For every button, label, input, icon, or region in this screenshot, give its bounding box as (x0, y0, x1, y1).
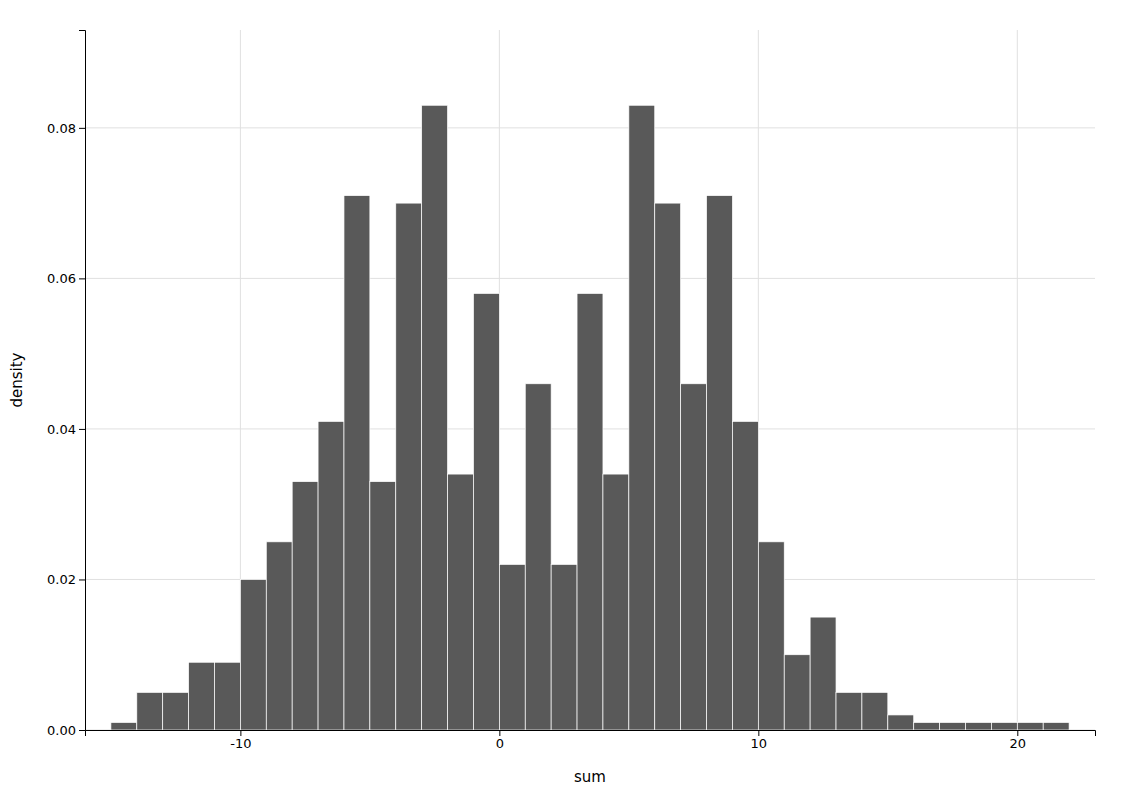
histogram-bar (189, 662, 215, 730)
histogram-bar (111, 722, 137, 730)
histogram-bar (551, 564, 577, 730)
tick: 0.00 (47, 723, 85, 738)
histogram-bar (396, 203, 422, 730)
tick-mark (79, 730, 85, 731)
histogram-bar (344, 196, 370, 730)
histogram-bar (499, 564, 525, 730)
tick-label: 0.00 (47, 723, 76, 738)
tick: 0.06 (47, 271, 85, 286)
histogram-bar (448, 474, 474, 730)
tick-mark (240, 730, 241, 736)
grid-line (85, 127, 1095, 128)
tick-label: 20 (1010, 736, 1027, 751)
axis-line (79, 31, 86, 731)
histogram-bar (603, 474, 629, 730)
tick-label: 0 (496, 736, 504, 751)
axis-line (86, 731, 1096, 737)
histogram-bar (292, 482, 318, 730)
y-axis: 0.00 0.02 0.04 0.06 0.08 (47, 31, 85, 738)
histogram-bar (655, 203, 681, 730)
grid-line (1017, 30, 1018, 730)
tick: 0.02 (47, 572, 85, 587)
histogram-bar (163, 692, 189, 730)
histogram-bar (318, 421, 344, 730)
histogram-bar (914, 722, 940, 730)
histogram-bar (784, 655, 810, 730)
tick-label: 0.02 (47, 572, 76, 587)
histogram-bar (966, 722, 992, 730)
tick-label: 10 (751, 736, 768, 751)
histogram-bar (862, 692, 888, 730)
histogram-bar (577, 293, 603, 730)
histogram-bar (525, 384, 551, 730)
tick: 0.04 (47, 422, 85, 437)
x-axis-title: sum (574, 768, 606, 786)
plot-area: -10 0 10 20 0.00 0.02 0.04 0.06 0.08 (47, 30, 1095, 751)
histogram-bar (836, 692, 862, 730)
tick: 0 (496, 730, 504, 751)
tick-mark (79, 128, 85, 129)
histogram-bar (681, 384, 707, 730)
histogram-bar (370, 482, 396, 730)
chart: -10 0 10 20 0.00 0.02 0.04 0.06 0.08 sum density (0, 0, 1135, 800)
tick-label: 0.04 (47, 422, 76, 437)
histogram-bar (240, 579, 266, 730)
histogram-bar (1043, 722, 1069, 730)
tick: 20 (1010, 730, 1027, 751)
grid (85, 30, 1095, 730)
histogram-bar (473, 293, 499, 730)
grid-line (85, 278, 1095, 279)
tick-label: 0.08 (47, 121, 76, 136)
histogram-bar (758, 542, 784, 730)
histogram-bar (422, 105, 448, 730)
tick-mark (79, 579, 85, 580)
histogram-bar (732, 421, 758, 730)
tick-mark (758, 730, 759, 736)
histogram-bar (214, 662, 240, 730)
histogram-bar (1017, 722, 1043, 730)
histogram-bar (810, 617, 836, 730)
histogram-bar (940, 722, 966, 730)
tick: -10 (230, 730, 251, 751)
x-axis: -10 0 10 20 (86, 730, 1096, 751)
tick-label: 0.06 (47, 271, 76, 286)
tick: 10 (751, 730, 768, 751)
bars (111, 105, 1069, 730)
tick-label: -10 (230, 736, 251, 751)
y-axis-title: density (8, 352, 26, 407)
histogram-bar (629, 105, 655, 730)
tick-mark (1017, 730, 1018, 736)
histogram-bar (888, 715, 914, 730)
tick-mark (79, 278, 85, 279)
tick-mark (79, 429, 85, 430)
histogram-bar (991, 722, 1017, 730)
tick-mark (499, 730, 500, 736)
tick: 0.08 (47, 121, 85, 136)
histogram-bar (137, 692, 163, 730)
histogram-bar (707, 196, 733, 730)
histogram-bar (266, 542, 292, 730)
